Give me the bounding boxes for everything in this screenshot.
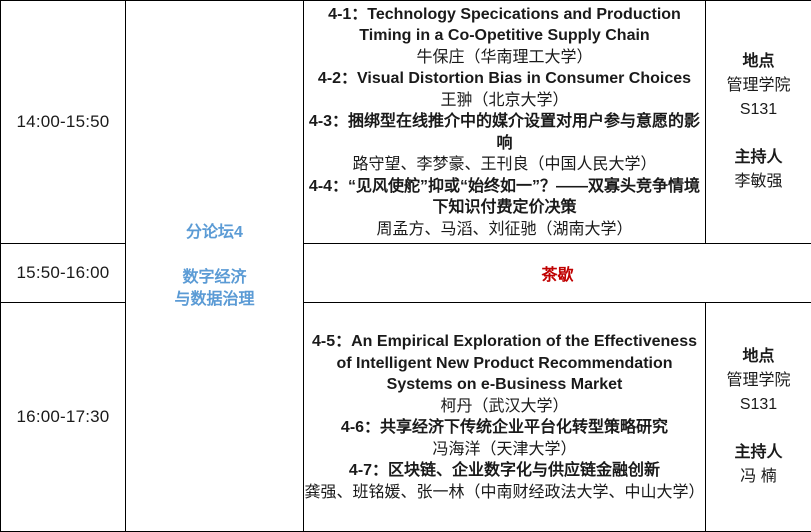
time-slot-3-label: 16:00-17:30 — [16, 407, 110, 426]
tea-break-label: 茶歇 — [541, 267, 574, 284]
chair-name-1: 李敏强 — [734, 173, 783, 190]
session-authors: 牛保庄（华南理工大学） — [416, 48, 593, 66]
session-authors: 冯海洋（天津大学） — [432, 440, 577, 458]
session-authors: 王翀（北京大学） — [440, 91, 569, 109]
venue-name-1: 管理学院 — [726, 77, 791, 94]
forum-topic-line1: 数字经济 — [182, 268, 247, 286]
session-title: 4-5：An Empirical Exploration of the Effe… — [312, 333, 697, 393]
session-title: 4-2：Visual Distortion Bias in Consumer C… — [317, 70, 692, 88]
chair-name-2: 冯 楠 — [740, 468, 777, 485]
slot-row-2: 15:50-16:00 茶歇 — [0, 243, 811, 303]
forum-spacer — [126, 244, 303, 267]
sessions-block-1: 4-1：Technology Specications and Producti… — [303, 0, 706, 244]
chair-label-1: 主持人 — [734, 149, 783, 166]
session-title: 4-4：“见风使舵”抑或“始终如一”？——双寡头竞争情境下知识付费定价决策 — [308, 177, 701, 217]
info-spacer-1 — [706, 122, 811, 146]
session-authors: 龚强、班铭媛、张一林（中南财经政法大学、中山大学） — [304, 483, 705, 501]
slot-row-3: 16:00-17:30 4-5：An Empirical Exploration… — [0, 302, 811, 532]
chair-label-2: 主持人 — [734, 444, 783, 461]
session-title: 4-7：区块链、企业数字化与供应链金融创新 — [348, 462, 661, 479]
session-title: 4-3：捆绑型在线推介中的媒介设置对用户参与意愿的影响 — [308, 113, 701, 152]
sessions-block-2: 4-5：An Empirical Exploration of the Effe… — [303, 302, 706, 532]
time-slot-3: 16:00-17:30 — [0, 302, 126, 532]
forum-cell: 分论坛4 数字经济 与数据治理 — [125, 0, 304, 532]
info-spacer-2 — [706, 417, 811, 441]
time-slot-1-label: 14:00-15:50 — [16, 112, 110, 131]
venue-room-2: S131 — [739, 396, 778, 413]
session-authors: 路守望、李梦豪、王刊良（中国人民大学） — [352, 156, 657, 174]
tea-break-cell: 茶歇 — [303, 243, 811, 303]
session-title: 4-1：Technology Specications and Producti… — [328, 5, 681, 45]
venue-name-2: 管理学院 — [726, 372, 791, 389]
time-slot-1: 14:00-15:50 — [0, 0, 126, 244]
info-block-1: 地点 管理学院 S131 主持人 李敏强 — [705, 0, 811, 244]
session-authors: 柯丹（武汉大学） — [440, 397, 569, 415]
venue-label-1: 地点 — [742, 53, 775, 70]
venue-label-2: 地点 — [742, 348, 775, 365]
venue-room-1: S131 — [739, 101, 778, 118]
forum-topic-line2: 与数据治理 — [174, 290, 255, 308]
session-authors: 周孟方、马滔、刘征驰（湖南大学） — [376, 220, 633, 238]
forum-title: 分论坛4 — [186, 223, 243, 241]
time-slot-2: 15:50-16:00 — [0, 243, 126, 303]
info-block-2: 地点 管理学院 S131 主持人 冯 楠 — [705, 302, 811, 532]
session-title: 4-6：共享经济下传统企业平台化转型策略研究 — [340, 419, 669, 436]
time-slot-2-label: 15:50-16:00 — [16, 263, 110, 282]
